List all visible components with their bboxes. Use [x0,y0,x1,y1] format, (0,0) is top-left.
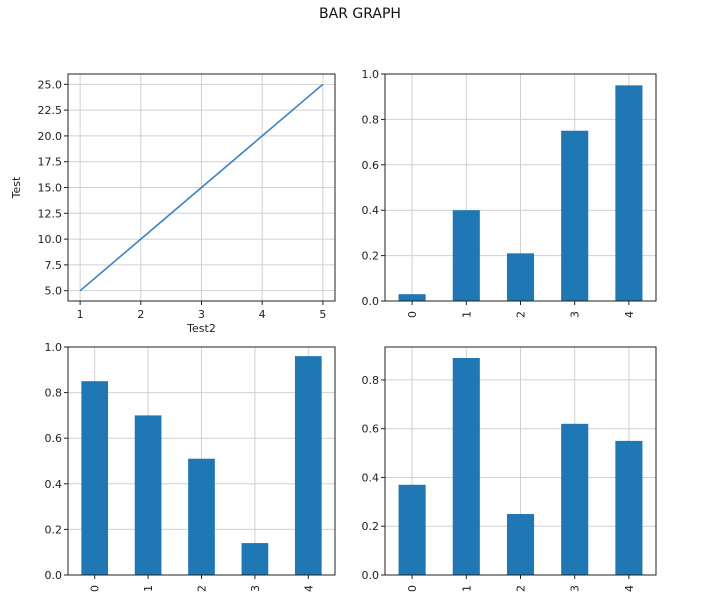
x-tick-label: 2 [515,585,528,592]
y-tick-label: 0.2 [45,523,63,536]
subplot-3: 0.0 0.2 0.4 0.6 0.8 1.0 0 1 2 3 4 [45,341,336,592]
x-tick-label: 1 [142,585,155,592]
bar-2 [506,514,535,575]
y-tick-label: 0.8 [45,387,63,400]
bar-1 [134,415,162,575]
bar-2 [188,458,215,575]
x-tick-label: 3 [198,308,205,321]
y-tick-label: 7.5 [45,259,63,272]
x-tick-label: 4 [623,311,636,318]
x-tick-label: 4 [623,585,636,592]
x-tick-label: 5 [319,308,326,321]
subplot-4: 0.0 0.2 0.4 0.6 0.8 0 1 2 3 4 [362,346,657,592]
bar-1 [452,210,480,301]
y-tick-label: 1.0 [45,341,63,354]
y-tick-label: 0.4 [362,204,380,217]
x-tick-label: 3 [569,585,582,592]
x-tick-label: 4 [302,585,315,592]
bar-2 [506,253,535,301]
y-tick-label: 22.5 [38,104,63,117]
x-tick-label: 0 [406,585,419,592]
y-tick-label: 10.0 [38,233,63,246]
x-tick-label: 4 [259,308,266,321]
y-tick-label: 0.0 [362,295,380,308]
y-tick-label: 15.0 [38,182,63,195]
bar-3 [561,423,589,575]
y-tick-label: 0.0 [362,569,380,582]
y-tick-label: 0.0 [45,569,63,582]
y-tick-label: 25.0 [38,78,63,91]
series-line [79,83,324,292]
x-tick-label: 1 [77,308,84,321]
y-tick-label: 20.0 [38,130,63,143]
y-tick-label: 0.8 [362,113,380,126]
y-tick-label: 0.4 [362,471,380,484]
y-tick-label: 17.5 [38,156,63,169]
bar-4 [615,440,643,575]
bar-3 [241,543,269,575]
y-tick-label: 0.2 [362,520,380,533]
y-tick-label: 0.6 [362,159,380,172]
x-tick-label: 1 [460,585,473,592]
x-tick-label: 2 [137,308,144,321]
bar-0 [398,484,426,575]
y-tick-label: 1.0 [362,68,380,81]
x-tick-label: 2 [196,585,209,592]
bar-4 [294,356,322,575]
y-tick-label: 0.6 [45,432,63,445]
y-tick-label: 0.6 [362,423,380,436]
subplot-2: 0.0 0.2 0.4 0.6 0.8 1.0 0 1 2 3 4 [362,68,657,318]
x-tick-label: 0 [406,311,419,318]
subplot-1: 5.0 7.5 10.0 12.5 15.0 17.5 20.0 22.5 25.0 1 2 3 4 5 T… [10,73,336,335]
bar-1 [452,357,480,575]
y-tick-label: 0.4 [45,478,63,491]
y-tick-label: 0.2 [362,250,380,263]
x-tick-label: 1 [460,311,473,318]
y-tick-label: 12.5 [38,207,63,220]
y-tick-label: 0.8 [362,374,380,387]
bar-3 [561,130,589,301]
bar-0 [81,381,109,575]
x-tick-label: 3 [569,311,582,318]
bar-4 [615,85,643,301]
y-tick-label: 5.0 [45,285,63,298]
y-axis-label: Test [10,176,23,199]
x-axis-label: Test2 [186,322,216,335]
bar-0 [398,294,426,301]
figure-title: BAR GRAPH [319,6,401,22]
x-tick-label: 2 [515,311,528,318]
x-tick-label: 0 [89,585,102,592]
x-tick-label: 3 [249,585,262,592]
